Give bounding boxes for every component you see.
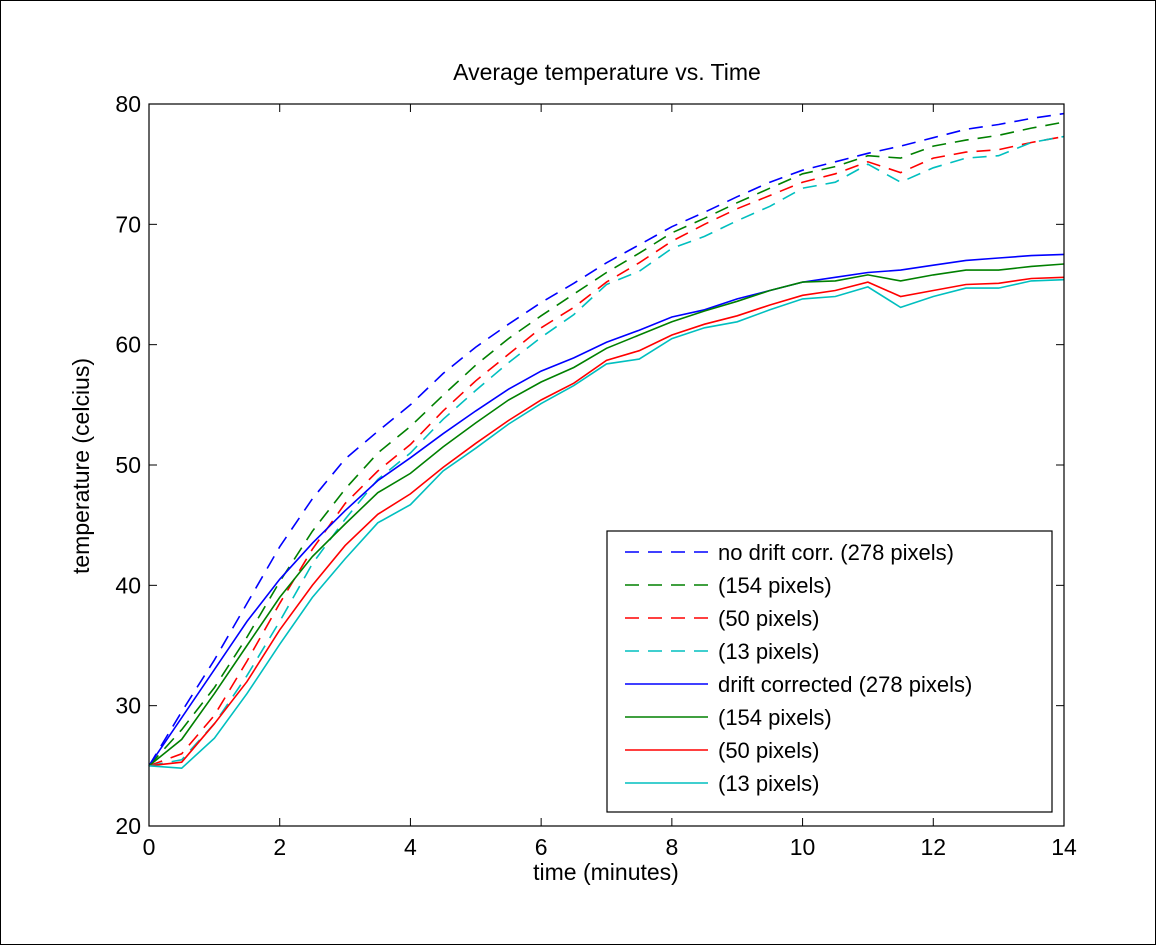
y-tick-label: 50	[115, 452, 141, 478]
x-tick-label: 6	[535, 834, 548, 860]
legend-label-6: (50 pixels)	[718, 738, 819, 763]
series-line-1	[148, 121, 1065, 767]
series-line-0	[148, 112, 1065, 767]
legend-box	[606, 530, 1053, 813]
legend-label-5: (154 pixels)	[718, 705, 832, 730]
y-axis-ticks: 20 30 40 50 60 70 80	[115, 91, 1064, 839]
legend-label-0: no drift corr. (278 pixels)	[718, 540, 954, 565]
legend-label-1: (154 pixels)	[718, 573, 832, 598]
legend-label-4: drift corrected (278 pixels)	[718, 672, 972, 697]
series-line-7	[148, 278, 1065, 770]
legend-label-3: (13 pixels)	[718, 639, 819, 664]
x-tick-label: 12	[920, 834, 946, 860]
y-axis-label: temperature (celcius)	[68, 358, 94, 574]
chart-title: Average temperature vs. Time	[453, 59, 761, 85]
x-axis-ticks: 0 2 4 6 8 10 12 14	[143, 104, 1077, 860]
x-tick-label: 10	[790, 834, 816, 860]
x-axis-label: time (minutes)	[533, 859, 679, 885]
series-layer	[148, 112, 1065, 770]
x-tick-label: 4	[404, 834, 417, 860]
x-tick-label: 14	[1051, 834, 1077, 860]
series-line-6	[148, 276, 1065, 767]
x-tick-label: 2	[273, 834, 286, 860]
y-tick-label: 80	[115, 91, 141, 117]
series-line-4	[148, 253, 1065, 767]
x-tick-label: 0	[143, 834, 156, 860]
legend-label-7: (13 pixels)	[718, 771, 819, 796]
series-line-3	[148, 135, 1065, 767]
y-tick-label: 30	[115, 693, 141, 719]
legend: no drift corr. (278 pixels) (154 pixels) (…	[606, 530, 1053, 813]
y-tick-label: 60	[115, 332, 141, 358]
y-tick-label: 70	[115, 211, 141, 237]
x-tick-label: 8	[665, 834, 678, 860]
legend-label-2: (50 pixels)	[718, 606, 819, 631]
y-tick-label: 40	[115, 572, 141, 598]
series-line-2	[148, 135, 1065, 767]
series-line-5	[148, 263, 1065, 767]
y-tick-label: 20	[115, 813, 141, 839]
